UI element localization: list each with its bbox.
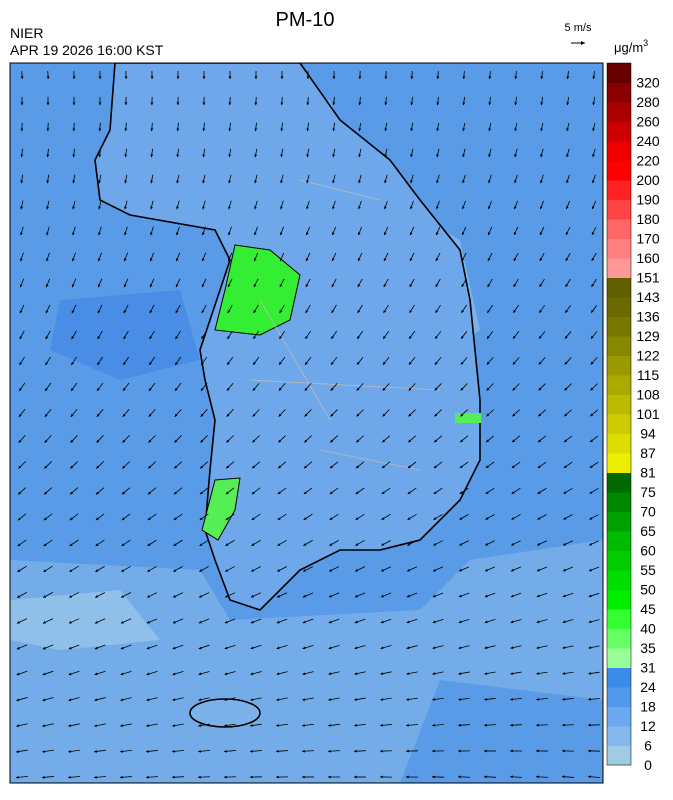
title: PM-10 [276,9,335,31]
legend-swatch [607,453,631,473]
legend-tick-label: 40 [640,621,656,637]
wind-scale-label: 5 m/s [565,22,592,34]
legend-tick-label: 151 [636,270,660,286]
legend-swatch [607,746,631,766]
legend-swatch [607,512,631,532]
legend-tick-label: 35 [640,640,656,656]
legend-swatch [607,317,631,337]
legend-tick-label: 115 [637,367,660,383]
legend-swatch [607,726,631,746]
legend-tick-label: 180 [636,211,660,227]
legend-swatch [607,609,631,629]
legend: 0 6 12 18 24 31 35 40 45 50 55 60 65 70 75 81 87 94 101 108… [607,63,660,773]
legend-tick-label: 260 [636,114,660,130]
legend-swatch [607,356,631,376]
legend-swatch [607,278,631,298]
legend-tick-label: 170 [636,231,660,247]
legend-swatch [607,590,631,610]
legend-tick-label: 190 [636,192,660,208]
legend-swatch [607,473,631,493]
jeju-island [190,699,260,727]
timestamp: APR 19 2026 16:00 KST [10,42,164,58]
legend-tick-label: 280 [636,94,660,110]
legend-swatch [607,531,631,551]
legend-tick-label: 87 [640,445,656,461]
legend-tick-label: 220 [636,153,660,169]
legend-tick-label: 75 [640,484,656,500]
legend-tick-label: 31 [640,660,656,676]
legend-unit: μg/m3 [614,38,648,55]
legend-tick-label: 240 [636,133,660,149]
legend-tick-label: 81 [640,465,656,481]
legend-swatch [607,63,631,83]
legend-swatch [607,707,631,727]
legend-tick-label: 160 [636,250,660,266]
legend-swatch [607,629,631,649]
legend-tick-label: 101 [636,406,660,422]
legend-tick-label: 6 [644,738,652,754]
legend-swatch [607,434,631,454]
legend-tick-label: 45 [640,601,656,617]
legend-swatch [607,180,631,200]
legend-swatch [607,414,631,434]
legend-tick-label: 70 [640,504,656,520]
legend-swatch [607,258,631,278]
legend-swatch [607,668,631,688]
legend-swatch [607,648,631,668]
legend-swatch [607,375,631,395]
wind-scale-arrowhead [581,41,585,45]
legend-swatch [607,336,631,356]
legend-swatch [607,219,631,239]
legend-tick-label: 24 [640,679,656,695]
map-area [10,63,603,783]
legend-tick-label: 136 [636,309,660,325]
legend-tick-label: 320 [636,75,660,91]
legend-unit-base: μg/m [614,40,643,55]
legend-swatch [607,161,631,181]
legend-tick-label: 108 [636,387,660,403]
legend-swatch [607,492,631,512]
legend-swatch [607,297,631,317]
legend-swatch [607,239,631,259]
legend-tick-label: 143 [636,289,660,305]
legend-swatch [607,395,631,415]
legend-swatch [607,83,631,103]
legend-tick-label: 0 [644,757,652,773]
legend-swatch [607,102,631,122]
legend-tick-label: 65 [640,523,656,539]
high-pm-area [455,413,481,423]
legend-swatch [607,200,631,220]
legend-swatch [607,141,631,161]
legend-swatch [607,122,631,142]
legend-swatch [607,687,631,707]
legend-tick-label: 200 [636,172,660,188]
legend-unit-exponent: 3 [643,38,648,48]
legend-tick-label: 50 [640,582,656,598]
legend-swatch [607,551,631,571]
agency: NIER [10,25,43,41]
legend-swatch [607,570,631,590]
legend-tick-label: 129 [636,328,660,344]
legend-tick-label: 122 [636,348,660,364]
legend-tick-label: 60 [640,543,656,559]
legend-tick-label: 94 [640,426,656,442]
legend-tick-label: 55 [640,562,656,578]
legend-tick-label: 12 [640,718,656,734]
legend-tick-label: 18 [640,699,656,715]
